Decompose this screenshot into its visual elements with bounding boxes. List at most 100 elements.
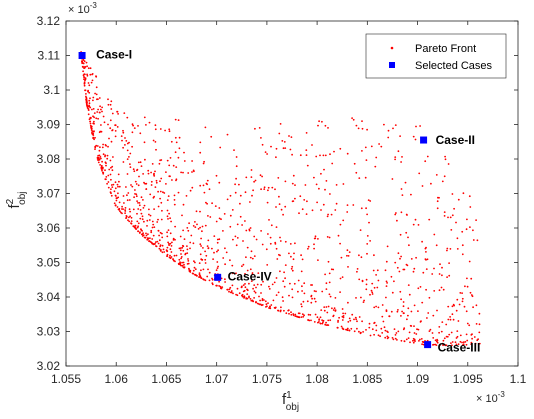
- pareto-point: [137, 208, 140, 210]
- pareto-point: [279, 310, 282, 313]
- pareto-point: [478, 331, 481, 334]
- pareto-point: [150, 171, 153, 174]
- pareto-point: [242, 290, 245, 293]
- pareto-point: [168, 175, 171, 178]
- pareto-point: [313, 243, 315, 246]
- pareto-point: [311, 297, 313, 300]
- pareto-point: [235, 165, 238, 168]
- pareto-point: [424, 160, 427, 163]
- pareto-point: [456, 237, 459, 240]
- pareto-point: [199, 151, 202, 154]
- pareto-point: [225, 251, 228, 254]
- pareto-point: [242, 263, 245, 266]
- pareto-point: [446, 335, 449, 338]
- pareto-point: [400, 161, 402, 163]
- pareto-point: [365, 283, 368, 286]
- pareto-point: [173, 199, 176, 201]
- pareto-point: [192, 242, 195, 245]
- pareto-point: [288, 252, 290, 255]
- pareto-point: [475, 323, 478, 325]
- pareto-point: [127, 192, 130, 194]
- pareto-point: [125, 215, 128, 217]
- pareto-point: [311, 144, 313, 146]
- pareto-point: [348, 329, 351, 332]
- pareto-point: [300, 254, 302, 257]
- pareto-point: [301, 290, 303, 292]
- pareto-point: [199, 253, 202, 256]
- pareto-point: [249, 268, 252, 271]
- pareto-point: [277, 177, 280, 179]
- pareto-point: [166, 235, 169, 238]
- pareto-point: [159, 190, 162, 193]
- pareto-point: [216, 267, 219, 269]
- pareto-point: [201, 259, 204, 261]
- pareto-point: [213, 235, 216, 238]
- pareto-point: [165, 183, 167, 185]
- pareto-point: [96, 98, 98, 101]
- pareto-point: [201, 230, 203, 233]
- pareto-point: [291, 200, 294, 203]
- pareto-point: [266, 153, 268, 155]
- pareto-point: [223, 213, 226, 215]
- pareto-point: [159, 245, 162, 248]
- pareto-point: [275, 294, 278, 296]
- pareto-point: [426, 155, 429, 158]
- pareto-point: [133, 170, 136, 173]
- pareto-point: [466, 277, 468, 280]
- pareto-point: [198, 276, 201, 278]
- pareto-point: [87, 90, 89, 93]
- pareto-point: [124, 137, 126, 139]
- pareto-point: [166, 199, 169, 202]
- pareto-point: [426, 317, 428, 319]
- pareto-point: [239, 194, 242, 197]
- pareto-point: [131, 145, 134, 148]
- pareto-point: [316, 201, 318, 204]
- pareto-point: [205, 254, 208, 257]
- pareto-point: [451, 214, 454, 217]
- pareto-point: [294, 315, 297, 317]
- pareto-point: [180, 256, 183, 258]
- pareto-point: [384, 336, 387, 339]
- pareto-point: [126, 194, 128, 197]
- pareto-point: [166, 159, 169, 162]
- pareto-point: [242, 240, 244, 242]
- pareto-point: [114, 181, 117, 184]
- pareto-point: [257, 272, 260, 274]
- pareto-point: [179, 263, 181, 265]
- pareto-point: [320, 209, 322, 211]
- pareto-point: [143, 141, 146, 144]
- pareto-point: [266, 305, 268, 308]
- pareto-point: [154, 241, 157, 244]
- pareto-point: [353, 318, 355, 321]
- pareto-point: [270, 304, 273, 306]
- pareto-point: [368, 221, 370, 224]
- pareto-point: [329, 153, 331, 156]
- pareto-point: [306, 164, 309, 167]
- pareto-point: [226, 198, 229, 201]
- y-tick-label: 3.09: [37, 118, 61, 132]
- pareto-point: [332, 268, 335, 271]
- pareto-point: [117, 192, 119, 195]
- pareto-point: [109, 159, 112, 162]
- pareto-point: [207, 239, 210, 242]
- pareto-point: [101, 110, 103, 113]
- pareto-point: [326, 236, 329, 238]
- pareto-point: [126, 116, 129, 119]
- pareto-point: [264, 300, 267, 303]
- legend-box: [365, 33, 507, 79]
- pareto-point: [323, 168, 325, 171]
- pareto-point: [163, 192, 166, 194]
- pareto-point: [470, 277, 473, 280]
- pareto-point: [436, 338, 438, 341]
- pareto-point: [245, 176, 248, 179]
- pareto-point: [85, 61, 88, 64]
- pareto-point: [87, 67, 90, 70]
- pareto-point: [366, 128, 368, 131]
- pareto-point: [366, 252, 368, 255]
- pareto-point: [108, 137, 110, 140]
- pareto-point: [397, 150, 400, 153]
- pareto-point: [204, 279, 207, 282]
- pareto-point: [208, 271, 211, 274]
- x-tick-label: 1.085: [352, 372, 382, 386]
- pareto-point: [123, 112, 126, 114]
